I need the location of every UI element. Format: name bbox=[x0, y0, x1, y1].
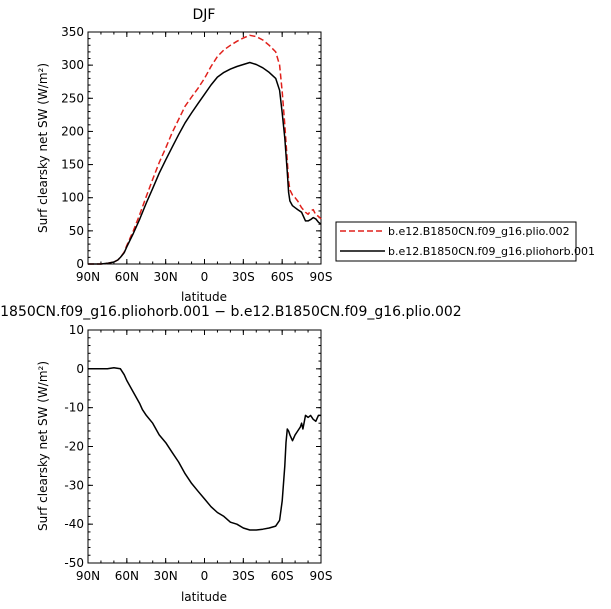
top-series-line-1 bbox=[88, 61, 322, 265]
bottom-xtick-label: 30N bbox=[154, 569, 178, 583]
top-ytick-label: 50 bbox=[69, 224, 84, 238]
bottom-x-axis-label: latitude bbox=[181, 590, 227, 604]
top-ytick-label: 100 bbox=[61, 191, 84, 205]
bottom-ytick-label: -50 bbox=[64, 556, 84, 570]
legend-label-pliohorb: b.e12.B1850CN.f09_g16.pliohorb.001 bbox=[388, 245, 595, 258]
bottom-xtick-label: 30S bbox=[232, 569, 255, 583]
top-xtick-label: 30N bbox=[154, 270, 178, 284]
bottom-ytick-label: 0 bbox=[76, 362, 84, 376]
top-xtick-label: 60N bbox=[115, 270, 139, 284]
top-y-axis-label: Surf clearsky net SW (W/m²) bbox=[36, 63, 50, 233]
bottom-panel: b.e12.B1850CN.f09_g16.pliohorb.001 − b.e… bbox=[0, 304, 462, 604]
top-xtick-label: 60S bbox=[271, 270, 294, 284]
top-xtick-label: 30S bbox=[232, 270, 255, 284]
top-xtick-label: 90S bbox=[310, 270, 333, 284]
legend: b.e12.B1850CN.f09_g16.plio.002 b.e12.B18… bbox=[335, 221, 595, 262]
bottom-ytick-label: 10 bbox=[69, 323, 84, 337]
bottom-title: b.e12.B1850CN.f09_g16.pliohorb.001 − b.e… bbox=[0, 304, 462, 320]
top-panel: DJF 90N 60N 30N 0 30S 60S 90S 0 50 100 150 200 250 30… bbox=[36, 7, 332, 304]
top-xtick-label: 90N bbox=[76, 270, 100, 284]
top-series-group bbox=[88, 34, 322, 265]
bottom-xtick-label: 0 bbox=[201, 569, 209, 583]
legend-label-plio: b.e12.B1850CN.f09_g16.plio.002 bbox=[388, 225, 570, 238]
bottom-ytick-label: -10 bbox=[64, 401, 84, 415]
top-title: DJF bbox=[193, 7, 216, 23]
bottom-xtick-label: 60S bbox=[271, 569, 294, 583]
top-xtick-label: 0 bbox=[201, 270, 209, 284]
bottom-xtick-label: 90N bbox=[76, 569, 100, 583]
bottom-axis-ticks: 90N 60N 30N 0 30S 60S 90S -50 -40 -30 -20 -10 0 10 bbox=[64, 323, 332, 583]
top-ytick-label: 250 bbox=[61, 91, 84, 105]
top-axis-ticks: 90N 60N 30N 0 30S 60S 90S 0 50 100 150 200 250 300 350 bbox=[61, 25, 332, 284]
top-ytick-label: 0 bbox=[76, 257, 84, 271]
legend-box bbox=[335, 221, 577, 262]
top-ytick-label: 350 bbox=[61, 25, 84, 39]
bottom-series-group bbox=[88, 366, 321, 531]
top-x-axis-label: latitude bbox=[181, 290, 227, 304]
top-series-line-0 bbox=[88, 34, 322, 265]
bottom-y-axis-label: Surf clearsky net SW (W/m²) bbox=[36, 361, 50, 531]
bottom-xtick-label: 90S bbox=[310, 569, 333, 583]
bottom-series-line-0 bbox=[88, 366, 321, 531]
top-ytick-label: 200 bbox=[61, 124, 84, 138]
bottom-ytick-label: -40 bbox=[64, 517, 84, 531]
bottom-ytick-label: -30 bbox=[64, 478, 84, 492]
top-ytick-label: 150 bbox=[61, 158, 84, 172]
bottom-ytick-label: -20 bbox=[64, 440, 84, 454]
bottom-xtick-label: 60N bbox=[115, 569, 139, 583]
top-ytick-label: 300 bbox=[61, 58, 84, 72]
